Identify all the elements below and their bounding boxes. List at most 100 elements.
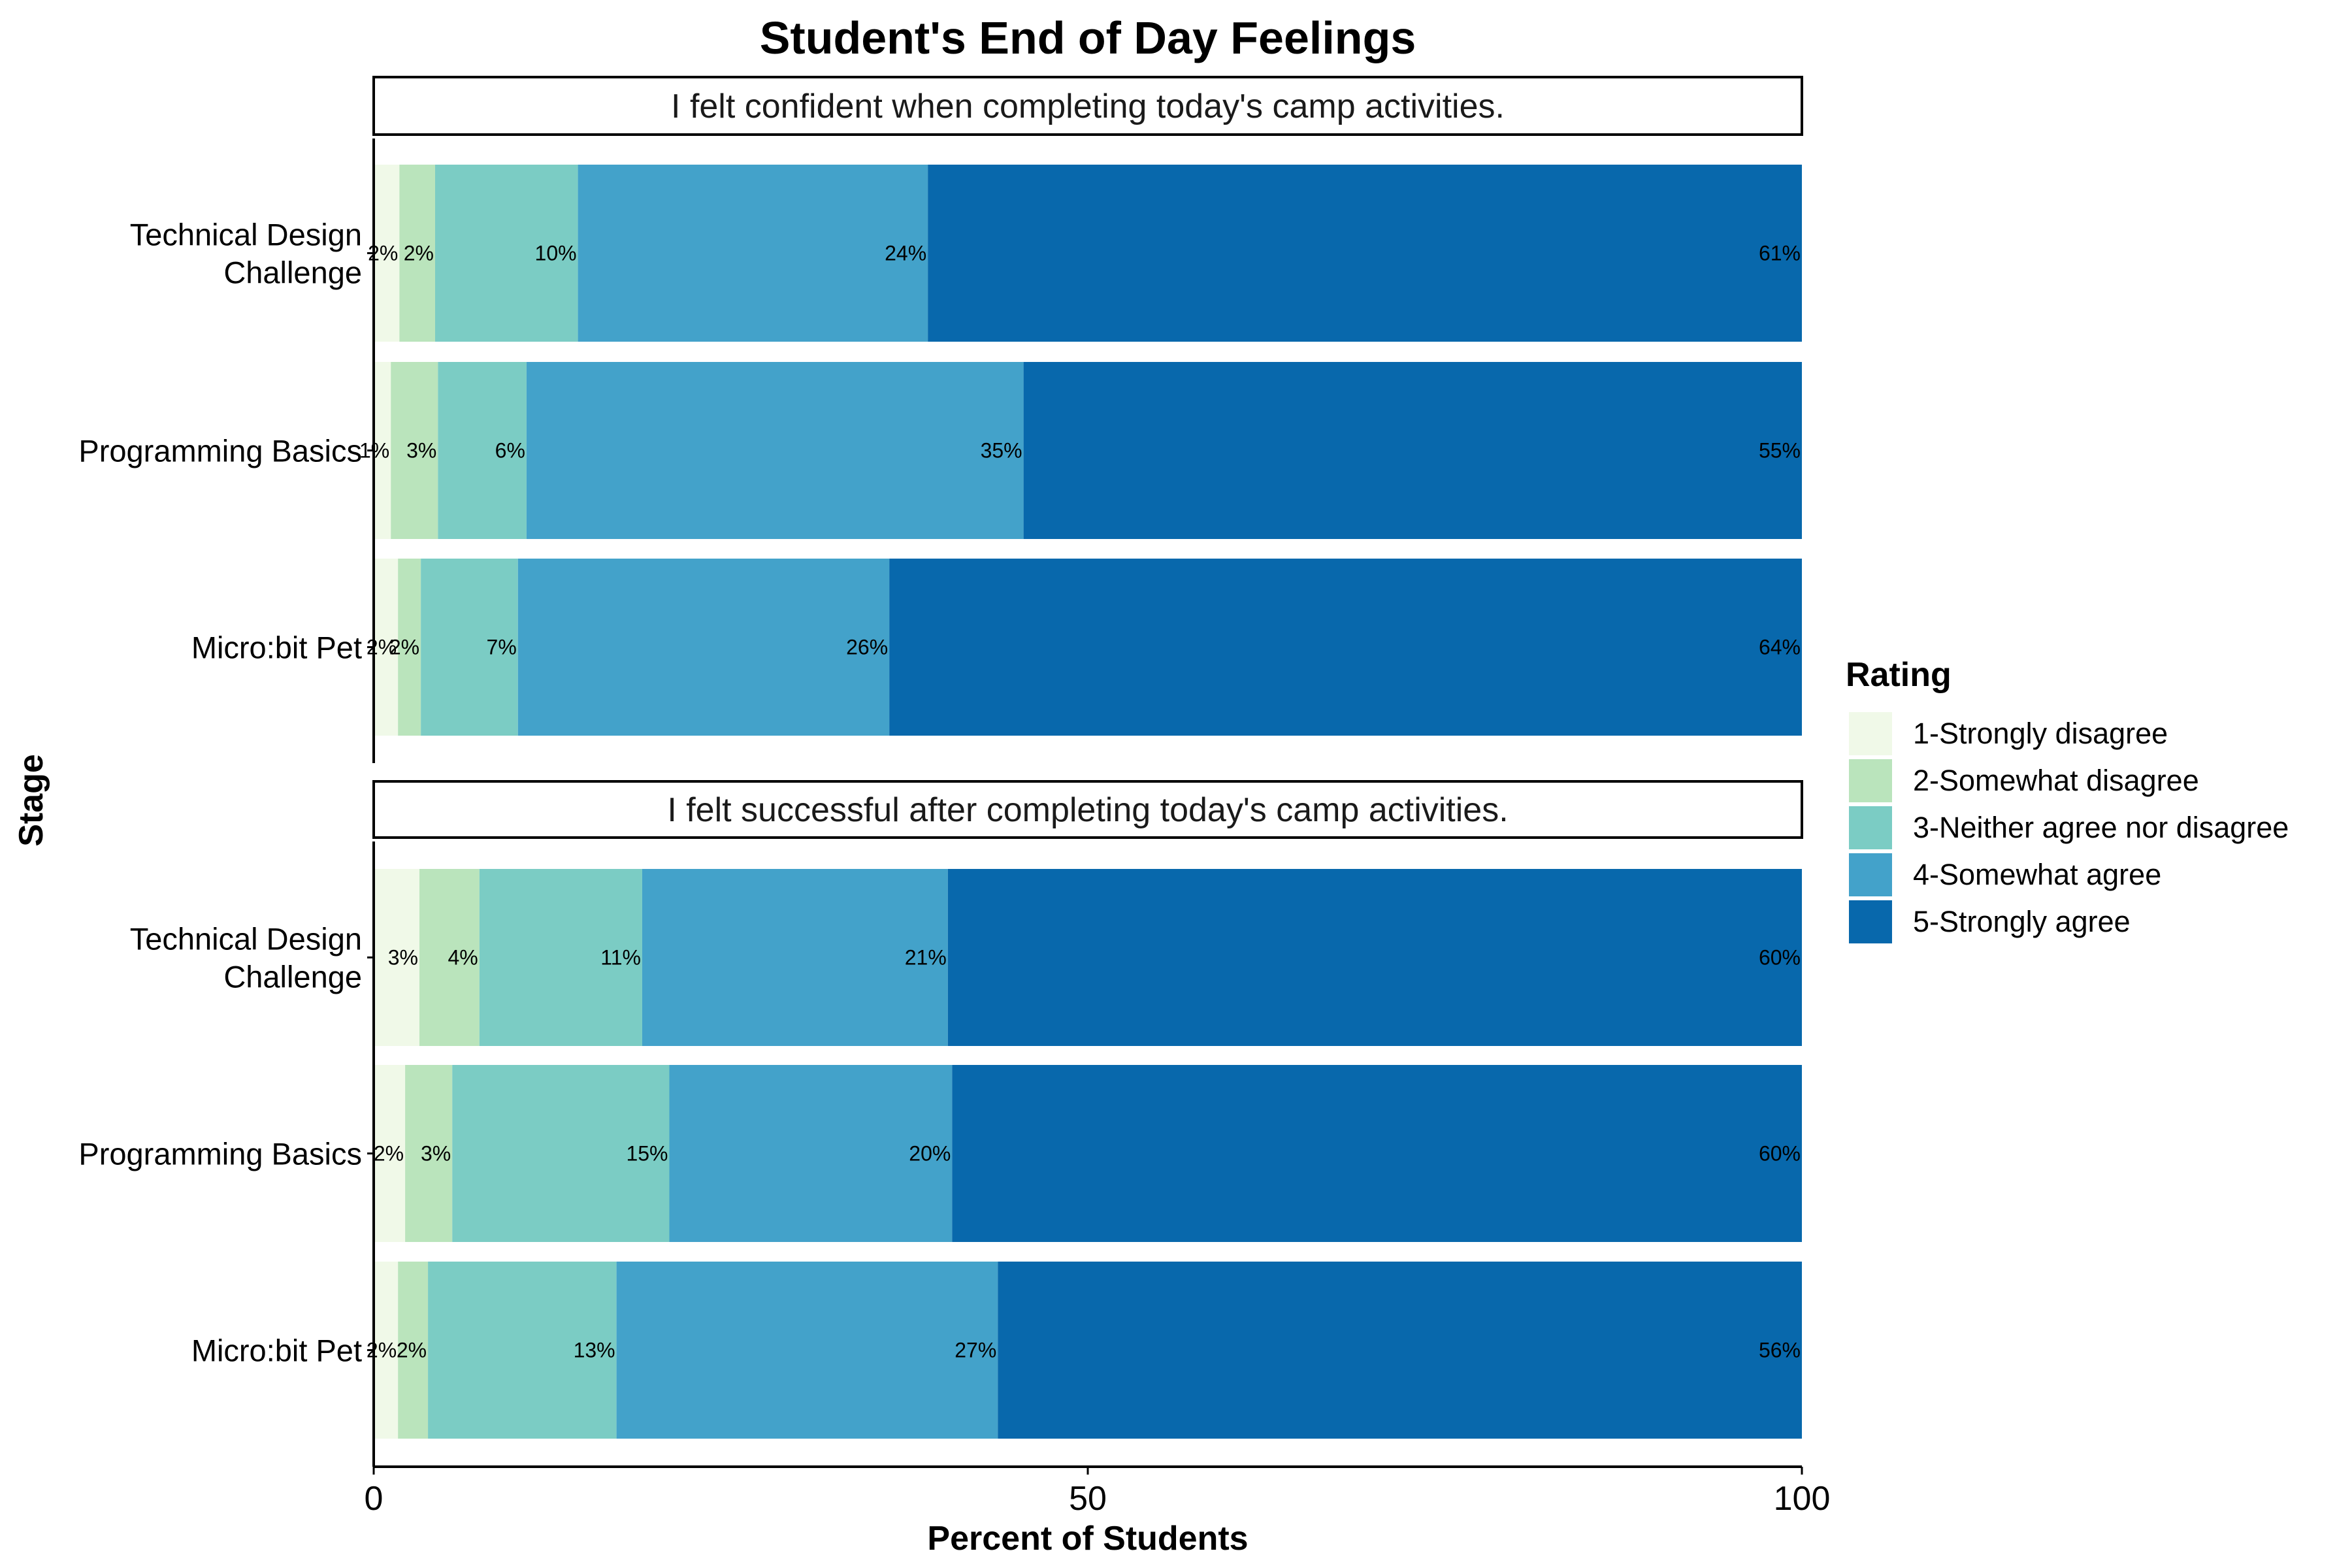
bar-segment [421, 559, 518, 736]
legend-label: 4-Somewhat agree [1913, 858, 2161, 891]
legend-item: 1-Strongly disagree [1849, 712, 2168, 755]
data-label: 26% [846, 636, 888, 659]
data-label: 56% [1759, 1339, 1801, 1362]
y-axis-title: Stage [12, 754, 50, 847]
bar-row: 2%2% 7% 26% 64%Micro:bit Pet [191, 559, 1802, 736]
legend-item: 2-Somewhat disagree [1849, 759, 2199, 802]
legend-swatch [1849, 853, 1892, 896]
bar-segment [928, 165, 1802, 342]
facet-strip [372, 780, 1803, 839]
data-label: 60% [1759, 1142, 1801, 1166]
bar-segment [616, 1262, 998, 1439]
data-label: 21% [905, 946, 947, 970]
data-label: 2% [397, 1339, 427, 1362]
legend-item: 3-Neither agree nor disagree [1849, 806, 2289, 849]
data-label: 11% [600, 946, 641, 970]
data-label: 2% [404, 242, 434, 265]
data-label: 3% [388, 946, 418, 970]
category-label: Technical Design [130, 218, 362, 252]
bar-segment [889, 559, 1802, 736]
bar-segment [952, 1065, 1802, 1242]
legend-swatch [1849, 759, 1892, 802]
data-label: 6% [495, 439, 525, 463]
facet-panel: I felt confident when completing today's… [78, 76, 1803, 763]
legend-swatch [1849, 900, 1892, 943]
bar-segment [1023, 362, 1802, 539]
bar-segment [669, 1065, 953, 1242]
bar-segment [947, 869, 1802, 1046]
chart-panels: I felt confident when completing today's… [78, 76, 1803, 1467]
data-label: 2% [389, 636, 419, 659]
bar-segment [642, 869, 948, 1046]
category-label: Micro:bit Pet [191, 630, 362, 665]
legend-item: 4-Somewhat agree [1849, 853, 2161, 896]
data-label: 27% [955, 1339, 996, 1362]
bar-segment [419, 869, 480, 1046]
bar-segment [374, 869, 419, 1046]
x-tick-label: 50 [1069, 1480, 1107, 1518]
bar-segment [398, 559, 421, 736]
data-label: 64% [1759, 636, 1801, 659]
data-label: 35% [981, 439, 1022, 463]
bar-segment [479, 869, 642, 1046]
bar-segment [398, 1262, 429, 1439]
bar-segment [405, 1065, 453, 1242]
legend-item: 5-Strongly agree [1849, 900, 2131, 943]
data-label: 4% [448, 946, 478, 970]
category-label: Micro:bit Pet [191, 1333, 362, 1368]
data-label: 7% [487, 636, 517, 659]
bar-segment [434, 165, 578, 342]
legend-swatch [1849, 712, 1892, 755]
data-label: 10% [535, 242, 577, 265]
x-axis-title: Percent of Students [927, 1520, 1248, 1558]
facet-strip-label: I felt successful after completing today… [667, 791, 1508, 829]
category-label: Programming Basics [78, 1137, 362, 1171]
data-label: 61% [1759, 242, 1801, 265]
bar-segment [374, 559, 399, 736]
data-label: 24% [885, 242, 926, 265]
data-label: 13% [574, 1339, 615, 1362]
data-label: 2% [374, 1142, 404, 1166]
category-label: Challenge [223, 960, 362, 994]
bar-row: 1%3%6%35%55%Programming Basics [78, 362, 1802, 539]
bar-segment [374, 1065, 406, 1242]
bar-segment [374, 1262, 399, 1439]
bar-segment [374, 165, 400, 342]
category-label: Technical Design [130, 922, 362, 956]
legend-label: 1-Strongly disagree [1913, 717, 2168, 750]
bar-segment [399, 165, 435, 342]
legend-title: Rating [1846, 656, 1952, 694]
x-tick-label: 0 [365, 1480, 384, 1518]
x-tick-label: 100 [1774, 1480, 1831, 1518]
data-label: 15% [626, 1142, 668, 1166]
bar-segment [438, 362, 527, 539]
bar-segment [526, 362, 1024, 539]
category-label: Challenge [223, 255, 362, 290]
chart-title: Student's End of Day Feelings [760, 12, 1416, 63]
bar-segment [998, 1262, 1802, 1439]
bar-segment [452, 1065, 670, 1242]
bar-row: 3% 4% 11% 21% 60% Technical Design Challenge [130, 869, 1802, 1046]
data-label: 60% [1759, 946, 1801, 970]
data-label: 20% [909, 1142, 951, 1166]
facet-strip-label: I felt confident when completing today's… [671, 88, 1505, 125]
legend-label: 3-Neither agree nor disagree [1913, 811, 2289, 844]
category-label: Programming Basics [78, 434, 362, 468]
bar-segment [391, 362, 438, 539]
bar-segment [428, 1262, 617, 1439]
data-label: 3% [406, 439, 436, 463]
legend-label: 5-Strongly agree [1913, 905, 2131, 938]
x-axis: 0 50 100 [365, 1465, 1831, 1518]
data-label: 3% [421, 1142, 451, 1166]
bar-segment [517, 559, 890, 736]
legend-label: 2-Somewhat disagree [1913, 764, 2199, 797]
bar-segment [578, 165, 928, 342]
bar-row: 2% 3% 15% 20% 60% Programming Basics [78, 1065, 1802, 1242]
legend-swatch [1849, 806, 1892, 849]
bar-segment [374, 362, 391, 539]
facet-strip [372, 76, 1803, 136]
data-label: 55% [1759, 439, 1801, 463]
legend: Rating 1-Strongly disagree 2-Somewhat dis… [1846, 656, 2289, 943]
